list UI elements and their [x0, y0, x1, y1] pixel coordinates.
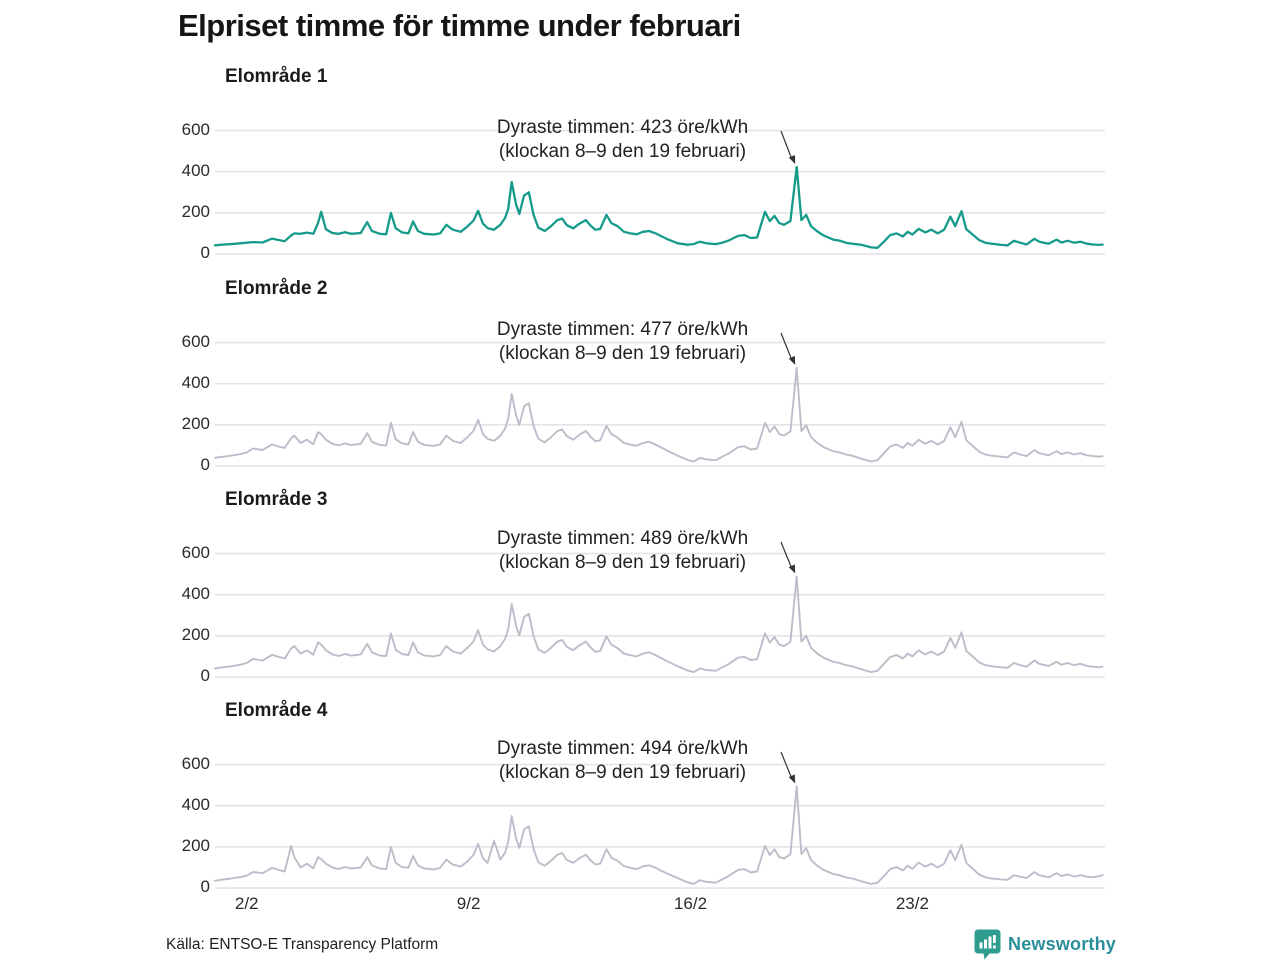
- annotation-line1: Dyraste timmen: 423 öre/kWh: [496, 117, 749, 138]
- x-tick-label: 2/2: [234, 894, 259, 913]
- y-tick-label: 600: [181, 753, 210, 773]
- y-tick-label: 400: [181, 160, 210, 180]
- x-tick-label: 16/2: [673, 894, 708, 913]
- y-tick-label: 400: [181, 583, 210, 603]
- annotation-line2: (klockan 8–9 den 19 februari): [498, 762, 747, 783]
- annotation-line1: Dyraste timmen: 477 öre/kWh: [496, 319, 749, 340]
- y-tick-label: 600: [181, 119, 210, 139]
- annotation-line2: (klockan 8–9 den 19 februari): [498, 343, 747, 364]
- annotation-line1: Dyraste timmen: 489 öre/kWh: [496, 528, 749, 549]
- y-tick-label: 0: [200, 666, 210, 685]
- panel-title: Elområde 3: [225, 489, 328, 510]
- y-tick-label: 0: [200, 877, 210, 896]
- newsworthy-logo: Newsworthy: [974, 929, 1116, 960]
- y-tick-label: 0: [200, 455, 210, 474]
- panel-title: Elområde 1: [225, 66, 328, 87]
- source-caption: Källa: ENTSO-E Transparency Platform: [166, 936, 439, 953]
- price-line-series: [214, 366, 1104, 463]
- annotation-line2: (klockan 8–9 den 19 februari): [498, 141, 747, 162]
- max-price-annotation: Dyraste timmen: 494 öre/kWh (klockan 8–9 …: [450, 737, 795, 785]
- y-tick-label: 400: [181, 372, 210, 392]
- y-tick-label: 200: [181, 624, 210, 644]
- price-line-series: [214, 575, 1104, 674]
- max-price-annotation: Dyraste timmen: 477 öre/kWh (klockan 8–9 …: [450, 318, 795, 366]
- y-tick-label: 600: [181, 542, 210, 562]
- page-title: Elpriset timme för timme under februari: [178, 8, 741, 43]
- panel-title: Elområde 2: [225, 278, 328, 299]
- x-tick-label: 23/2: [895, 894, 929, 913]
- bar-chart-speech-bubble-icon: [974, 929, 1001, 960]
- y-tick-label: 200: [181, 835, 210, 855]
- price-line-series: [214, 785, 1104, 885]
- annotation-line2: (klockan 8–9 den 19 februari): [498, 552, 747, 573]
- y-tick-label: 200: [181, 413, 210, 433]
- newsworthy-logo-text: Newsworthy: [1008, 934, 1117, 954]
- y-tick-label: 400: [181, 794, 210, 814]
- y-tick-label: 600: [181, 331, 210, 351]
- price-line-series: [213, 165, 1104, 249]
- annotation-line1: Dyraste timmen: 494 öre/kWh: [496, 738, 749, 759]
- max-price-annotation: Dyraste timmen: 489 öre/kWh (klockan 8–9 …: [450, 527, 795, 575]
- panel-title: Elområde 4: [225, 700, 328, 721]
- max-price-annotation: Dyraste timmen: 423 öre/kWh (klockan 8–9 …: [450, 116, 795, 164]
- y-tick-label: 200: [181, 201, 210, 221]
- y-tick-label: 0: [200, 243, 210, 262]
- x-tick-label: 9/2: [456, 894, 481, 913]
